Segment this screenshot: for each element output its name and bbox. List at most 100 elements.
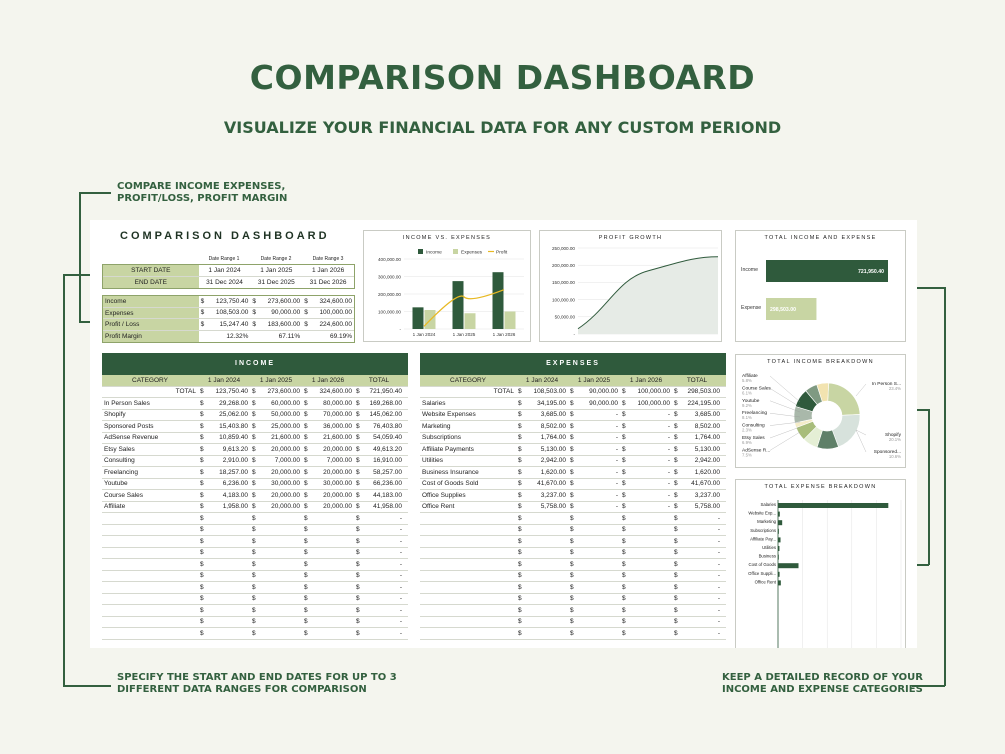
pie-leader-line — [769, 421, 801, 426]
amount-value: 20,000.00 — [323, 468, 352, 476]
currency-symbol: $ — [200, 514, 204, 522]
y-tick-label: 150,000.00 — [552, 280, 575, 285]
category-label: Utilities — [422, 457, 443, 465]
category-label: Youtube — [104, 480, 128, 488]
currency-symbol: $ — [518, 388, 522, 396]
currency-symbol: $ — [356, 606, 360, 614]
bar-category-label: Affiliate Pay... — [750, 536, 776, 541]
amount-value: 5,130.00 — [694, 445, 720, 453]
currency-symbol: $ — [570, 503, 574, 511]
pie-pct: 6.1% — [742, 390, 752, 395]
empty-value: - — [717, 618, 720, 626]
bar-category-label: Subscriptions — [750, 528, 776, 533]
category-label: Consulting — [104, 457, 135, 465]
amount-value: 9,613.20 — [222, 445, 248, 453]
currency-symbol: $ — [304, 468, 308, 476]
currency-symbol: $ — [674, 572, 678, 580]
amount-value: 30,000.00 — [271, 480, 300, 488]
expense-bar — [778, 580, 781, 586]
start-date-2[interactable]: 1 Jan 2025 — [260, 266, 293, 274]
currency-symbol: $ — [674, 457, 678, 465]
summary-value: 108,503.00 — [215, 309, 249, 317]
amount-value: - — [615, 457, 618, 465]
currency-symbol: $ — [622, 618, 626, 626]
currency-symbol: $ — [518, 411, 522, 419]
chart-title: TOTAL EXPENSE BREAKDOWN — [764, 484, 877, 490]
currency-symbol: $ — [200, 618, 204, 626]
currency-symbol: $ — [304, 411, 308, 419]
currency-symbol: $ — [570, 411, 574, 419]
empty-value: - — [399, 606, 402, 614]
currency-symbol: $ — [304, 388, 308, 396]
amount-value: 70,000.00 — [323, 411, 352, 419]
currency-symbol: $ — [252, 606, 256, 614]
start-date-3[interactable]: 1 Jan 2026 — [312, 266, 345, 274]
currency-symbol: $ — [570, 457, 574, 465]
pie-leader-line — [855, 429, 867, 436]
total-income-expense-svg: Income 721,950.40 Expense 298,503.00 — [741, 260, 888, 320]
currency-symbol: $ — [200, 503, 204, 511]
amount-value: - — [615, 503, 618, 511]
summary-label: Expenses — [103, 307, 199, 318]
amount-value: 20,000.00 — [271, 491, 300, 499]
currency-symbol: $ — [356, 422, 360, 430]
pie-leader-line — [769, 426, 801, 439]
end-date-3[interactable]: 31 Dec 2026 — [309, 278, 347, 286]
currency-symbol: $ — [622, 411, 626, 419]
amount-value: 20,000.00 — [323, 503, 352, 511]
amount-value: 145,062.00 — [369, 411, 402, 419]
currency-symbol: $ — [622, 537, 626, 545]
currency-symbol: $ — [622, 388, 626, 396]
empty-value: - — [717, 583, 720, 591]
empty-value: - — [717, 514, 720, 522]
table-row: Utilities $2,942.00 $ - $ - $2,942.00 — [420, 456, 726, 467]
currency-symbol: $ — [570, 468, 574, 476]
connector-line — [944, 287, 946, 686]
empty-value: - — [399, 560, 402, 568]
currency-symbol: $ — [200, 468, 204, 476]
currency-symbol: $ — [200, 297, 205, 305]
profit-area — [578, 256, 718, 334]
currency-symbol: $ — [622, 422, 626, 430]
currency-symbol: $ — [570, 434, 574, 442]
currency-symbol: $ — [622, 595, 626, 603]
currency-symbol: $ — [674, 411, 678, 419]
callout-date-ranges: SPECIFY THE START AND END DATES FOR UP T… — [117, 672, 397, 695]
bar-income — [412, 307, 424, 329]
currency-symbol: $ — [518, 503, 522, 511]
start-date-1[interactable]: 1 Jan 2024 — [208, 266, 241, 274]
amount-value: 3,237.00 — [694, 491, 720, 499]
end-date-1[interactable]: 31 Dec 2024 — [206, 278, 243, 286]
summary-value: 67.11% — [278, 332, 301, 340]
empty-value: - — [399, 514, 402, 522]
category-label: Sponsored Posts — [104, 422, 154, 430]
currency-symbol: $ — [304, 434, 308, 442]
amount-value: 2,942.00 — [694, 457, 720, 465]
currency-symbol: $ — [200, 572, 204, 580]
empty-row: $ $ $ $ - — [102, 594, 408, 605]
currency-symbol: $ — [622, 583, 626, 591]
currency-symbol: $ — [200, 309, 205, 317]
category-label: AdSense Revenue — [104, 434, 159, 442]
amount-value: 20,000.00 — [271, 468, 300, 476]
amount-value: 41,670.00 — [691, 480, 720, 488]
currency-symbol: $ — [674, 399, 678, 407]
currency-symbol: $ — [518, 595, 522, 603]
connector-line — [79, 321, 99, 323]
currency-symbol: $ — [200, 629, 204, 637]
pie-label: Youtube — [742, 398, 760, 404]
page-subtitle: VISUALIZE YOUR FINANCIAL DATA FOR ANY CU… — [223, 118, 782, 137]
currency-symbol: $ — [622, 503, 626, 511]
amount-value: 4,183.00 — [222, 491, 248, 499]
empty-row: $ $ $ $ - — [102, 605, 408, 617]
currency-symbol: $ — [252, 572, 256, 580]
amount-value: - — [667, 503, 670, 511]
currency-symbol: $ — [200, 422, 204, 430]
expense-breakdown-svg: Salaries Website Exp... Marketing Subscript… — [748, 500, 902, 648]
currency-symbol: $ — [252, 422, 256, 430]
currency-symbol: $ — [252, 468, 256, 476]
x-tick-label: 1 Jan 2026 — [493, 332, 516, 337]
summary-value: 324,600.00 — [319, 297, 352, 305]
end-date-2[interactable]: 31 Dec 2025 — [257, 278, 295, 286]
bar-category-label: Cost of Goods — [749, 562, 776, 567]
